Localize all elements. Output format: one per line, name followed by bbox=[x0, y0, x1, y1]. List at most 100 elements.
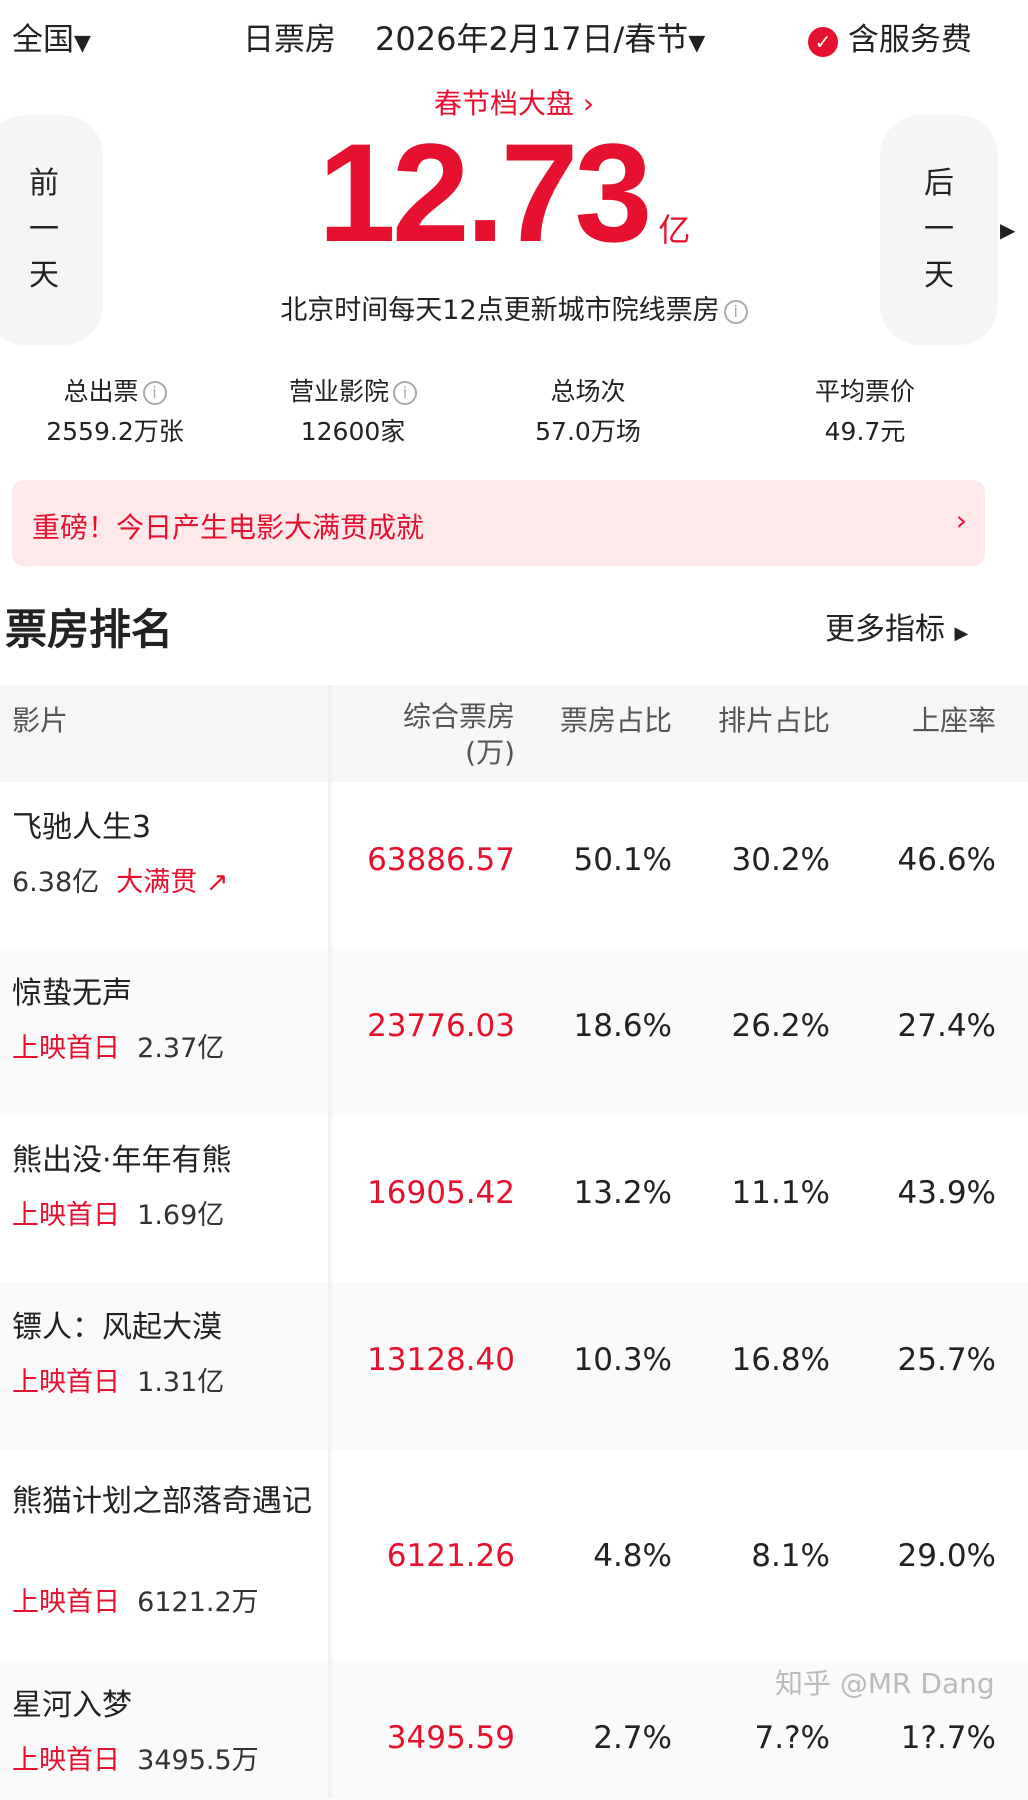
box-share-value: 10.3% bbox=[573, 1342, 672, 1378]
region-selector[interactable]: 全国▼ bbox=[12, 14, 91, 59]
stat-value: 49.7元 bbox=[824, 417, 906, 446]
update-note: 北京时间每天12点更新城市院线票房 i bbox=[0, 288, 1028, 327]
next-char: 天 bbox=[924, 258, 954, 293]
box-office-value: 16905.42 bbox=[367, 1175, 515, 1211]
column-divider bbox=[328, 685, 334, 1798]
film-sub: 上映首日 bbox=[12, 1200, 120, 1231]
link-label: 春节档大盘 bbox=[433, 87, 574, 120]
film-name[interactable]: 镖人：风起大漠 bbox=[12, 1310, 222, 1345]
prev-char: 一 bbox=[29, 212, 59, 247]
table-header: 影片 综合票房 (万) 票房占比 排片占比 上座率 bbox=[0, 685, 1028, 782]
service-fee-toggle[interactable]: ✓ 含服务费 bbox=[808, 14, 972, 59]
film-sub: 1.69亿 bbox=[137, 1200, 225, 1231]
table-row[interactable]: 飞驰人生3 6.38亿 大满贯 ↗ 63886.57 50.1% 30.2% 4… bbox=[0, 782, 1028, 948]
caret-right-icon: ▶ bbox=[954, 623, 969, 644]
table-row[interactable]: 镖人：风起大漠 上映首日 1.31亿 13128.40 10.3% 16.8% … bbox=[0, 1282, 1028, 1450]
caret-right-icon: ▶ bbox=[1000, 218, 1016, 242]
col-unit: (万) bbox=[465, 736, 515, 769]
stat-tickets: 总出票 i 2559.2万张 bbox=[5, 372, 225, 452]
chevron-right-icon: › bbox=[955, 504, 967, 537]
prev-day-button[interactable]: 前一天 bbox=[0, 115, 103, 345]
next-day-button[interactable]: 后一天 bbox=[880, 115, 998, 345]
film-sub: 6121.2万 bbox=[137, 1587, 259, 1618]
col-label: 综合票房 bbox=[402, 700, 515, 733]
table-row[interactable]: 熊猫计划之部落奇遇记 上映首日 6121.2万 6121.26 4.8% 8.1… bbox=[0, 1450, 1028, 1660]
film-sub[interactable]: 大满贯 bbox=[116, 867, 198, 898]
info-icon[interactable]: i bbox=[393, 381, 417, 405]
check-circle-icon: ✓ bbox=[808, 26, 838, 57]
external-link-icon[interactable]: ↗ bbox=[205, 867, 229, 898]
prev-char: 天 bbox=[29, 258, 59, 293]
next-char: 后 bbox=[924, 166, 954, 201]
screen-share-value: 7.?% bbox=[754, 1720, 831, 1756]
col-film: 影片 bbox=[12, 704, 69, 737]
table-row[interactable]: 熊出没·年年有熊 上映首日 1.69亿 16905.42 13.2% 11.1%… bbox=[0, 1115, 1028, 1282]
watermark: 知乎 @MR Dang bbox=[775, 1667, 995, 1700]
box-office-value: 3495.59 bbox=[386, 1720, 515, 1756]
total-unit: 亿 bbox=[658, 211, 691, 249]
stat-avg-price: 平均票价 49.7元 bbox=[755, 372, 975, 452]
date-selector[interactable]: 2026年2月17日/春节▼ bbox=[375, 14, 705, 60]
seat-rate-value: 1?.7% bbox=[900, 1720, 996, 1756]
screen-share-value: 16.8% bbox=[731, 1342, 830, 1378]
stat-label: 营业影院 bbox=[288, 377, 389, 406]
region-label: 全国 bbox=[12, 22, 74, 58]
stat-value: 57.0万场 bbox=[535, 417, 641, 446]
stat-value: 2559.2万张 bbox=[46, 417, 184, 446]
screen-share-value: 26.2% bbox=[731, 1008, 830, 1044]
film-sub: 上映首日 bbox=[12, 1587, 120, 1618]
stat-cinemas: 营业影院 i 12600家 bbox=[243, 372, 463, 452]
seat-rate-value: 29.0% bbox=[897, 1538, 996, 1574]
stat-label: 平均票价 bbox=[814, 377, 915, 406]
col-screen[interactable]: 排片占比 bbox=[717, 704, 830, 737]
next-char: 一 bbox=[924, 212, 954, 247]
col-box-office[interactable]: 综合票房 (万) bbox=[330, 699, 515, 771]
box-share-value: 4.8% bbox=[593, 1538, 672, 1574]
film-name[interactable]: 熊猫计划之部落奇遇记 bbox=[12, 1484, 312, 1519]
box-office-value: 13128.40 bbox=[367, 1342, 515, 1378]
film-sub: 上映首日 bbox=[12, 1367, 120, 1398]
caret-down-icon: ▼ bbox=[688, 31, 706, 56]
box-office-value: 23776.03 bbox=[367, 1008, 515, 1044]
box-share-value: 13.2% bbox=[573, 1175, 672, 1211]
stat-value: 12600家 bbox=[300, 417, 406, 446]
seat-rate-value: 43.9% bbox=[897, 1175, 996, 1211]
stat-shows: 总场次 57.0万场 bbox=[478, 372, 698, 452]
table-row[interactable]: 星河入梦 上映首日 3495.5万 3495.59 2.7% 7.?% 1?.7… bbox=[0, 1660, 1028, 1800]
box-share-value: 18.6% bbox=[573, 1008, 672, 1044]
col-share[interactable]: 票房占比 bbox=[559, 704, 672, 737]
note-text: 北京时间每天12点更新城市院线票房 bbox=[280, 295, 720, 326]
box-office-value: 6121.26 bbox=[386, 1538, 515, 1574]
service-fee-label: 含服务费 bbox=[847, 22, 972, 58]
film-sub: 上映首日 bbox=[12, 1745, 120, 1776]
info-icon[interactable]: i bbox=[142, 381, 167, 405]
table-row[interactable]: 惊蛰无声 上映首日 2.37亿 23776.03 18.6% 26.2% 27.… bbox=[0, 948, 1028, 1115]
film-name[interactable]: 惊蛰无声 bbox=[12, 976, 132, 1011]
screen-share-value: 11.1% bbox=[731, 1175, 830, 1211]
film-sub: 上映首日 bbox=[12, 1033, 120, 1064]
col-seat[interactable]: 上座率 bbox=[911, 704, 996, 737]
date-label: 2026年2月17日/春节 bbox=[375, 20, 689, 58]
film-sub: 6.38亿 bbox=[12, 867, 100, 898]
more-label: 更多指标 bbox=[825, 612, 945, 647]
banner-text: 重磅！今日产生电影大满贯成就 bbox=[32, 511, 425, 544]
film-sub: 3495.5万 bbox=[137, 1745, 259, 1776]
film-name[interactable]: 飞驰人生3 bbox=[12, 810, 152, 845]
box-share-value: 2.7% bbox=[593, 1720, 672, 1756]
film-sub: 2.37亿 bbox=[137, 1033, 225, 1064]
film-name[interactable]: 星河入梦 bbox=[12, 1688, 132, 1723]
spring-festival-link[interactable]: 春节档大盘 › bbox=[433, 87, 595, 120]
seat-rate-value: 27.4% bbox=[897, 1008, 996, 1044]
box-office-value: 63886.57 bbox=[367, 842, 515, 878]
seat-rate-value: 25.7% bbox=[897, 1342, 996, 1378]
stat-label: 总出票 bbox=[63, 377, 139, 406]
page-title: 日票房 bbox=[243, 22, 336, 58]
info-icon[interactable]: i bbox=[723, 299, 748, 324]
film-name[interactable]: 熊出没·年年有熊 bbox=[12, 1143, 232, 1178]
prev-char: 前 bbox=[29, 166, 59, 201]
ranking-title: 票房排名 bbox=[5, 605, 174, 654]
film-sub: 1.31亿 bbox=[137, 1367, 225, 1398]
more-metrics-button[interactable]: 更多指标 ▶ bbox=[825, 604, 968, 648]
achievement-banner[interactable]: 重磅！今日产生电影大满贯成就 › bbox=[12, 480, 985, 566]
screen-share-value: 30.2% bbox=[731, 842, 830, 878]
